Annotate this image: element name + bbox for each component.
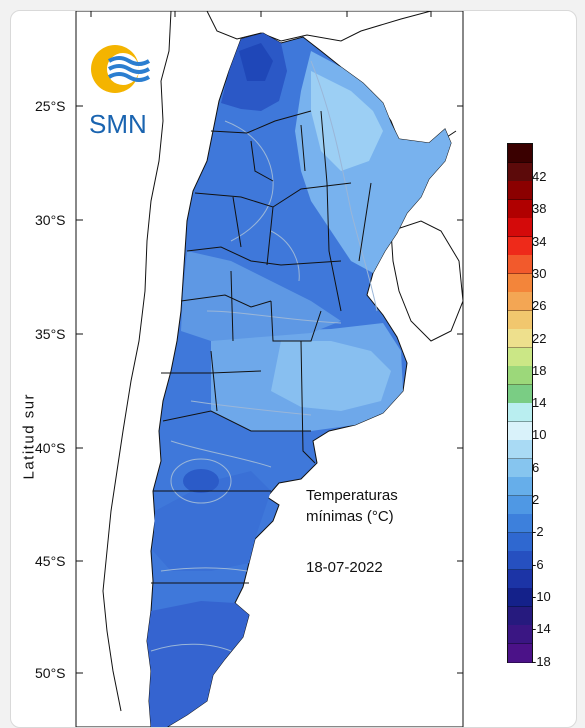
legend-label: 18: [532, 362, 547, 378]
legend-label: 42: [532, 169, 547, 184]
legend-swatch: [508, 218, 532, 237]
legend-label: 10: [532, 427, 547, 443]
legend-swatch: [508, 421, 532, 441]
legend-label: 2: [532, 492, 540, 507]
legend-label: -10: [532, 588, 551, 604]
legend-swatch: [508, 477, 532, 496]
legend-swatch: [508, 255, 532, 274]
map-date: 18-07-2022: [306, 559, 383, 576]
lat-tick-label: 25°S: [35, 98, 66, 114]
legend-label: 26: [532, 298, 547, 314]
legend-swatch: [508, 625, 532, 644]
legend-swatch: [508, 606, 532, 626]
legend-swatch: [508, 144, 532, 163]
logo-text: SMN: [89, 109, 147, 139]
legend-swatch: [508, 495, 532, 515]
legend-label: 34: [532, 233, 547, 249]
legend-label: -14: [532, 621, 551, 637]
legend-label: 30: [532, 265, 547, 281]
legend-label: -6: [532, 556, 544, 572]
smn-logo: [89, 39, 151, 101]
lat-tick-label: 30°S: [35, 212, 66, 228]
legend-swatch: [508, 551, 532, 570]
legend-swatch: [508, 329, 532, 348]
legend-label: 22: [532, 330, 547, 346]
legend-swatch: [508, 366, 532, 385]
temperature-map: [75, 11, 464, 727]
legend-swatch: [508, 347, 532, 367]
legend-swatch: [508, 310, 532, 330]
legend-swatch: [508, 162, 532, 182]
legend-swatch: [508, 403, 532, 422]
legend-swatch: [508, 458, 532, 478]
legend-swatch: [508, 384, 532, 404]
legend-swatch: [508, 273, 532, 293]
legend-label: 38: [532, 201, 547, 217]
legend-label: -2: [532, 524, 544, 540]
map-title-line2: mínimas (°C): [306, 508, 394, 525]
province-boundaries: [151, 110, 372, 584]
lat-ticks: [76, 105, 463, 674]
legend-label: 6: [532, 459, 540, 475]
legend-label: -18: [532, 653, 551, 669]
legend-swatch: [508, 199, 532, 219]
lat-tick-label: 35°S: [35, 326, 66, 342]
legend-swatch: [508, 569, 532, 589]
legend-swatch: [508, 532, 532, 552]
legend-swatch: [508, 643, 532, 663]
lat-tick-label: 50°S: [35, 665, 66, 681]
lon-ticks: [90, 11, 432, 17]
legend-swatch: [508, 292, 532, 311]
legend-swatch: [508, 236, 532, 256]
argentina-land: [146, 32, 452, 727]
legend-swatch: [508, 440, 532, 459]
lat-tick-label: 45°S: [35, 553, 66, 569]
map-frame: SMN Latitud sur 25°S 30°S 35°S 40°S 45°S…: [10, 10, 577, 728]
map-title-line1: Temperaturas: [306, 487, 398, 504]
legend-color-bar: [507, 143, 533, 663]
legend-swatch: [508, 588, 532, 607]
legend-swatch: [508, 514, 532, 533]
logo-sun-icon: [91, 45, 151, 93]
legend-label: 14: [532, 395, 547, 411]
legend-swatch: [508, 181, 532, 200]
lat-tick-label: 40°S: [35, 440, 66, 456]
map-panel-border: [75, 11, 464, 727]
